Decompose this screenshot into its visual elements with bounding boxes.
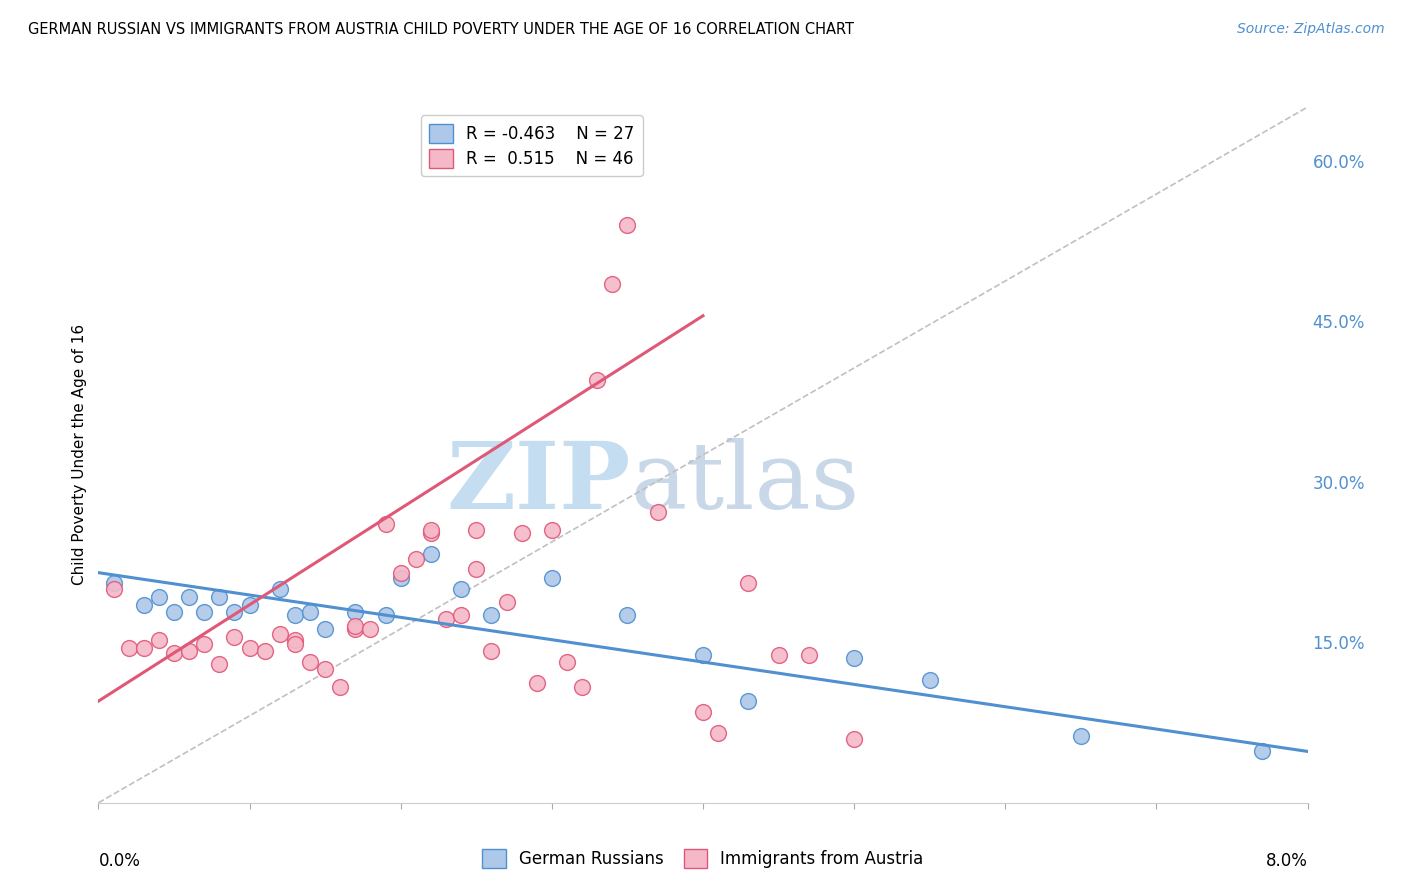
Text: Source: ZipAtlas.com: Source: ZipAtlas.com xyxy=(1237,22,1385,37)
Point xyxy=(253,644,276,658)
Point xyxy=(1251,744,1274,758)
Point xyxy=(541,523,564,537)
Point xyxy=(481,644,503,658)
Point xyxy=(797,648,820,662)
Point xyxy=(465,523,488,537)
Point xyxy=(844,651,866,665)
Y-axis label: Child Poverty Under the Age of 16: Child Poverty Under the Age of 16 xyxy=(72,325,87,585)
Point xyxy=(918,673,941,687)
Point xyxy=(132,598,155,612)
Point xyxy=(481,608,503,623)
Point xyxy=(118,640,141,655)
Legend: German Russians, Immigrants from Austria: German Russians, Immigrants from Austria xyxy=(475,842,931,874)
Point xyxy=(465,562,488,576)
Point xyxy=(420,548,443,562)
Text: atlas: atlas xyxy=(630,438,859,528)
Point xyxy=(193,605,215,619)
Point xyxy=(344,605,367,619)
Point xyxy=(132,640,155,655)
Point xyxy=(495,594,517,608)
Text: 8.0%: 8.0% xyxy=(1265,852,1308,870)
Point xyxy=(344,623,367,637)
Point xyxy=(284,637,307,651)
Point xyxy=(586,373,609,387)
Point xyxy=(647,505,669,519)
Point xyxy=(269,582,291,596)
Point xyxy=(707,726,730,740)
Point xyxy=(541,571,564,585)
Point xyxy=(163,605,186,619)
Point xyxy=(737,576,759,591)
Point xyxy=(224,630,246,644)
Point xyxy=(314,623,336,637)
Point xyxy=(450,608,472,623)
Point xyxy=(844,731,866,746)
Point xyxy=(510,526,533,541)
Point xyxy=(450,582,472,596)
Point xyxy=(434,612,457,626)
Point xyxy=(314,662,336,676)
Point xyxy=(284,633,307,648)
Point xyxy=(208,657,231,671)
Point xyxy=(389,571,412,585)
Point xyxy=(299,655,322,669)
Point xyxy=(224,605,246,619)
Text: GERMAN RUSSIAN VS IMMIGRANTS FROM AUSTRIA CHILD POVERTY UNDER THE AGE OF 16 CORR: GERMAN RUSSIAN VS IMMIGRANTS FROM AUSTRI… xyxy=(28,22,853,37)
Point xyxy=(329,680,352,694)
Point xyxy=(1070,730,1092,744)
Point xyxy=(616,218,638,232)
Point xyxy=(269,626,291,640)
Point xyxy=(737,694,759,708)
Point xyxy=(374,608,396,623)
Point xyxy=(193,637,215,651)
Point xyxy=(374,517,396,532)
Point xyxy=(284,608,307,623)
Point xyxy=(602,277,624,291)
Text: 0.0%: 0.0% xyxy=(98,852,141,870)
Point xyxy=(299,605,322,619)
Point xyxy=(148,591,170,605)
Point xyxy=(692,705,714,719)
Text: ZIP: ZIP xyxy=(446,438,630,528)
Point xyxy=(344,619,367,633)
Point xyxy=(179,591,201,605)
Point xyxy=(555,655,578,669)
Point xyxy=(768,648,790,662)
Point xyxy=(239,598,262,612)
Point xyxy=(526,676,548,690)
Point xyxy=(420,523,443,537)
Point xyxy=(692,648,714,662)
Point xyxy=(103,576,125,591)
Point xyxy=(208,591,231,605)
Point xyxy=(405,551,427,566)
Point xyxy=(163,646,186,660)
Point xyxy=(420,526,443,541)
Point xyxy=(103,582,125,596)
Point xyxy=(148,633,170,648)
Point xyxy=(616,608,638,623)
Point xyxy=(389,566,412,580)
Point xyxy=(179,644,201,658)
Point xyxy=(239,640,262,655)
Point xyxy=(571,680,593,694)
Point xyxy=(360,623,382,637)
